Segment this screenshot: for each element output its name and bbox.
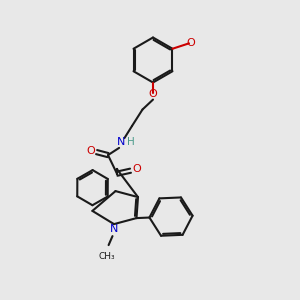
Text: O: O — [148, 88, 158, 99]
Text: N: N — [117, 137, 126, 148]
Text: H: H — [127, 136, 135, 147]
Text: N: N — [110, 224, 118, 235]
Text: O: O — [87, 146, 96, 156]
Text: CH₃: CH₃ — [99, 252, 116, 261]
Text: O: O — [186, 38, 195, 48]
Text: O: O — [132, 164, 141, 174]
